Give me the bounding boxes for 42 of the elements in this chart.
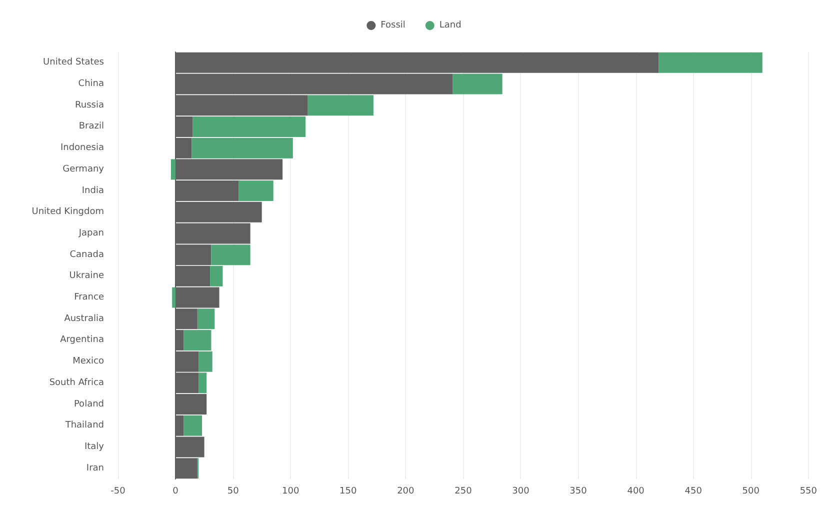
bar <box>308 95 374 116</box>
bar <box>658 52 762 73</box>
y-tick-label: Argentina <box>60 335 104 346</box>
x-tick-label: 400 <box>627 486 645 496</box>
x-tick-label: -50 <box>110 486 126 496</box>
y-tick-label: Germany <box>62 164 105 174</box>
y-tick-label: Indonesia <box>60 143 104 154</box>
x-tick-label: 300 <box>512 486 530 496</box>
y-tick-label: Mexico <box>72 356 104 367</box>
bar <box>170 159 176 180</box>
x-tick-label: 350 <box>570 486 588 496</box>
y-tick-label: United States <box>43 58 104 68</box>
x-tick-label: 0 <box>172 486 179 496</box>
y-tick-label: Japan <box>78 228 104 238</box>
bar <box>184 415 202 436</box>
y-tick-label: Poland <box>74 399 104 410</box>
legend-label: Land <box>439 20 462 30</box>
y-tick-label: Australia <box>64 314 104 324</box>
x-tick-label: 450 <box>684 486 702 496</box>
bar <box>238 180 274 202</box>
y-tick-label: Brazil <box>78 122 104 132</box>
y-tick-label: South Africa <box>49 378 104 388</box>
x-tick-label: 150 <box>340 486 357 496</box>
y-tick-label: United Kingdom <box>32 207 104 218</box>
y-tick-label: Thailand <box>64 420 104 431</box>
y-tick-label: China <box>78 79 104 90</box>
bar <box>172 287 176 308</box>
x-tick-label: 550 <box>800 486 818 496</box>
x-tick-label: 50 <box>227 486 240 496</box>
x-tick-label: 200 <box>397 486 415 496</box>
legend-label: Fossil <box>380 20 406 30</box>
bar <box>452 74 502 94</box>
y-tick-label: France <box>74 292 104 303</box>
x-tick-label: 500 <box>742 486 760 496</box>
y-tick-label: India <box>82 186 104 196</box>
y-tick-label: Italy <box>84 442 105 452</box>
y-tick-label: Canada <box>70 250 104 260</box>
y-tick-label: Ukraine <box>69 271 104 282</box>
y-tick-label: Iran <box>86 463 104 474</box>
x-tick-label: 100 <box>282 486 300 496</box>
y-tick-label: Russia <box>75 100 104 110</box>
x-tick-label: 250 <box>454 486 472 496</box>
